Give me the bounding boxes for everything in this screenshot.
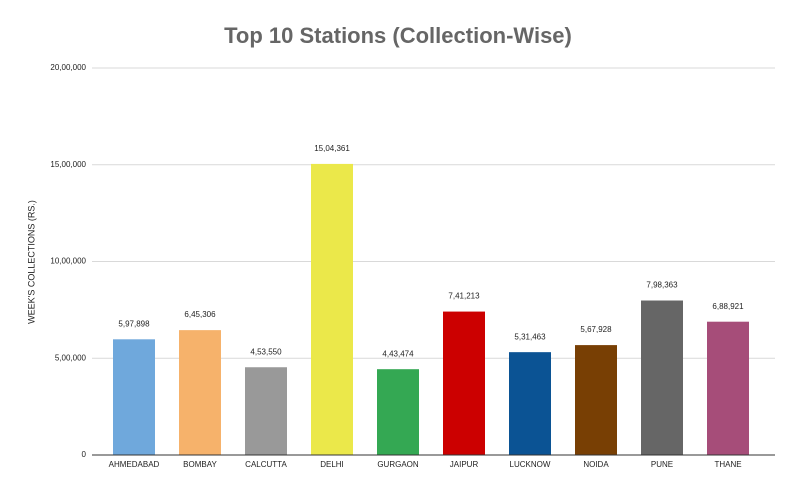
bar xyxy=(707,321,749,455)
bar xyxy=(179,330,221,455)
y-tick-label: 15,00,000 xyxy=(50,160,86,169)
bar xyxy=(377,369,419,455)
x-tick-label: LUCKNOW xyxy=(510,460,551,469)
x-tick-label: CALCUTTA xyxy=(245,460,287,469)
x-tick-label: THANE xyxy=(714,460,741,469)
x-tick-label: NOIDA xyxy=(583,460,609,469)
value-label: 7,41,213 xyxy=(448,292,480,301)
value-label: 15,04,361 xyxy=(314,144,350,153)
value-label: 6,88,921 xyxy=(712,302,744,311)
value-label: 4,53,550 xyxy=(250,347,282,356)
y-tick-label: 0 xyxy=(82,450,87,459)
x-tick-label: BOMBAY xyxy=(183,460,217,469)
value-label: 4,43,474 xyxy=(382,349,414,358)
value-label: 6,45,306 xyxy=(184,310,216,319)
y-tick-label: 20,00,000 xyxy=(50,63,86,72)
bar xyxy=(575,345,617,455)
bar xyxy=(113,339,155,455)
y-axis-label: WEEK'S COLLECTIONS (RS.) xyxy=(26,200,36,324)
value-label: 5,31,463 xyxy=(514,332,546,341)
chart-title: Top 10 Stations (Collection-Wise) xyxy=(224,23,572,48)
bar xyxy=(443,311,485,455)
y-tick-label: 5,00,000 xyxy=(55,353,87,362)
value-label: 7,98,363 xyxy=(646,281,678,290)
x-tick-label: JAIPUR xyxy=(450,460,479,469)
y-tick-label: 10,00,000 xyxy=(50,257,86,266)
bar xyxy=(641,300,683,455)
bar xyxy=(509,352,551,455)
value-label: 5,67,928 xyxy=(580,325,612,334)
value-label: 5,97,898 xyxy=(118,319,150,328)
x-tick-label: PUNE xyxy=(651,460,673,469)
x-tick-label: GURGAON xyxy=(377,460,419,469)
x-tick-label: AHMEDABAD xyxy=(109,460,160,469)
x-tick-label: DELHI xyxy=(320,460,344,469)
bar xyxy=(245,367,287,455)
bar xyxy=(311,163,353,456)
